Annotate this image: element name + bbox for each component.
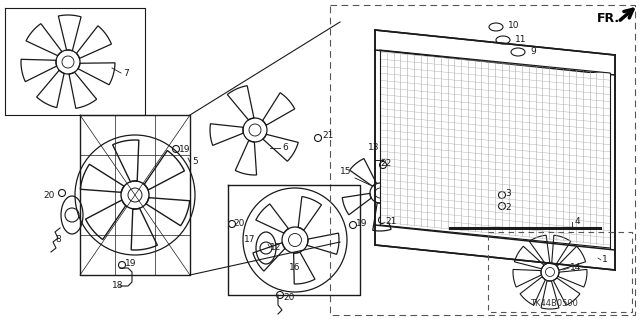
Text: 5: 5	[192, 158, 198, 167]
Text: 21: 21	[385, 217, 396, 226]
Bar	[330, 5, 635, 315]
Text: 2: 2	[505, 203, 511, 211]
Text: 22: 22	[380, 159, 391, 167]
Text: 19: 19	[356, 219, 367, 227]
Text: 11: 11	[515, 34, 527, 43]
Text: 17: 17	[244, 235, 255, 244]
Text: FR.: FR.	[597, 12, 620, 25]
Text: 18: 18	[112, 280, 124, 290]
Text: 3: 3	[505, 189, 511, 198]
Text: 4: 4	[575, 218, 580, 226]
Text: 6: 6	[282, 144, 288, 152]
Text: 16: 16	[289, 263, 301, 271]
Text: 1: 1	[602, 256, 608, 264]
Text: TK44B0500: TK44B0500	[530, 299, 578, 308]
Text: 21: 21	[322, 131, 333, 140]
Text: 20: 20	[233, 219, 244, 228]
Text: 7: 7	[123, 69, 129, 78]
Text: 20: 20	[283, 293, 294, 302]
Text: 10: 10	[508, 21, 520, 31]
Text: 8: 8	[55, 235, 61, 244]
Text: 15: 15	[340, 167, 351, 176]
Polygon shape	[380, 130, 540, 222]
Text: 19: 19	[179, 145, 191, 154]
Text: 9: 9	[530, 47, 536, 56]
Polygon shape	[510, 73, 610, 245]
Text: 20: 20	[43, 190, 54, 199]
Text: 19: 19	[125, 258, 136, 268]
Text: 12: 12	[270, 243, 282, 253]
Text: 13: 13	[368, 144, 380, 152]
Text: 14: 14	[570, 263, 581, 272]
